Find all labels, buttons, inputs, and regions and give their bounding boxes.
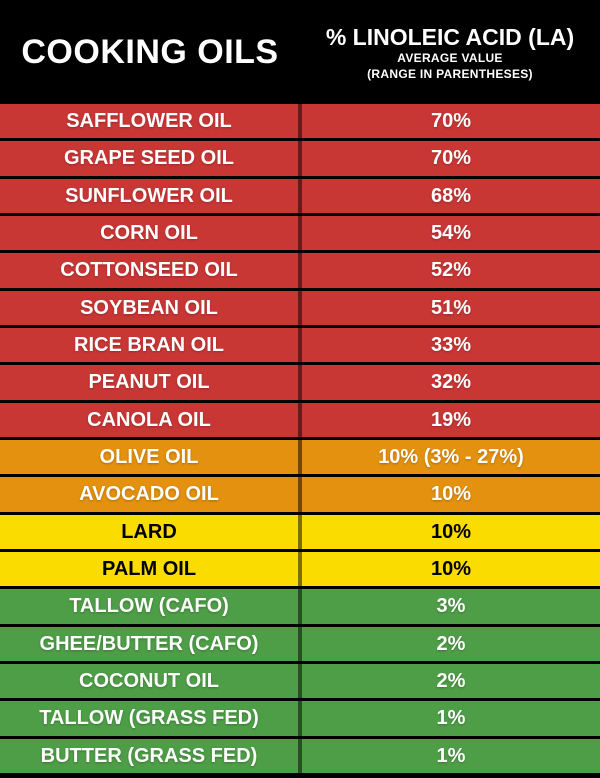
table-row: SOYBEAN OIL 51%: [0, 290, 600, 325]
oil-value-cell: 10% (3% - 27%): [298, 439, 600, 475]
oil-name-cell: SAFFLOWER OIL: [66, 110, 232, 133]
oil-name-cell: PEANUT OIL: [88, 371, 210, 394]
table-row: SUNFLOWER OIL 68%: [0, 178, 600, 213]
value-column-title: % LINOLEIC ACID (LA): [325, 23, 575, 50]
table-row: AVOCADO OIL 10%: [0, 477, 600, 512]
oil-value-cell: 10%: [298, 551, 600, 587]
oil-name-cell: SOYBEAN OIL: [80, 296, 218, 319]
table-row: PALM OIL 10%: [0, 551, 600, 587]
table-row: GRAPE SEED OIL 70%: [0, 141, 600, 176]
oil-value-cell: 32%: [298, 365, 600, 400]
oil-name-cell: CORN OIL: [100, 222, 198, 245]
oil-name-cell: CANOLA OIL: [87, 408, 211, 431]
oil-value-cell: 2%: [298, 626, 600, 661]
table-row: SAFFLOWER OIL 70%: [0, 104, 600, 139]
table-row: CANOLA OIL 19%: [0, 402, 600, 437]
oil-value-cell: 33%: [298, 327, 600, 363]
oil-value-cell: 70%: [298, 141, 600, 176]
oil-name-cell: OLIVE OIL: [99, 446, 199, 469]
table-body: SAFFLOWER OIL 70% GRAPE SEED OIL 70% SUNFLOW…: [0, 104, 600, 778]
oil-value-cell: 2%: [298, 663, 600, 699]
table-row: RICE BRAN OIL 33%: [0, 327, 600, 363]
page-title: COOKING OILS: [21, 32, 279, 71]
table-row: PEANUT OIL 32%: [0, 365, 600, 400]
oil-value-cell: 1%: [298, 701, 600, 736]
oil-value-cell: 51%: [298, 290, 600, 325]
table-row: TALLOW (GRASS FED) 1%: [0, 701, 600, 736]
oil-name-cell: PALM OIL: [101, 558, 197, 581]
oil-name-cell: GHEE/BUTTER (CAFO): [39, 632, 259, 655]
oil-name-cell: RICE BRAN OIL: [74, 334, 224, 357]
oil-value-cell: 54%: [298, 215, 600, 251]
header-right-column: % LINOLEIC ACID (LA) AVERAGE VALUE (RANG…: [300, 0, 600, 104]
oil-name-cell: COTTONSEED OIL: [60, 259, 238, 282]
oil-value-cell: 10%: [298, 514, 600, 549]
value-column-subtitle-average: AVERAGE VALUE: [397, 51, 503, 66]
table-row: OLIVE OIL 10% (3% - 27%): [0, 439, 600, 475]
value-column-subtitle-range: (RANGE IN PARENTHESES): [367, 67, 533, 82]
oil-name-cell: AVOCADO OIL: [79, 483, 219, 506]
table-row: BUTTER (GRASS FED) 1%: [0, 738, 600, 773]
oil-value-cell: 10%: [298, 477, 600, 512]
oil-value-cell: 70%: [298, 104, 600, 139]
table-header: COOKING OILS % LINOLEIC ACID (LA) AVERAG…: [0, 0, 600, 104]
oil-name-cell: SUNFLOWER OIL: [65, 184, 233, 207]
table-row: CORN OIL 54%: [0, 215, 600, 251]
table-row: GHEE/BUTTER (CAFO) 2%: [0, 626, 600, 661]
oil-name-cell: GRAPE SEED OIL: [63, 147, 235, 170]
oil-name-cell: BUTTER (GRASS FED): [40, 744, 258, 767]
oil-value-cell: 68%: [298, 178, 600, 213]
table-row: COTTONSEED OIL 52%: [0, 253, 600, 288]
table-row: TALLOW (CAFO) 3%: [0, 589, 600, 624]
oil-name-cell: COCONUT OIL: [79, 670, 219, 693]
oil-name-cell: LARD: [121, 520, 177, 543]
oil-value-cell: 1%: [298, 738, 600, 773]
oil-name-cell: TALLOW (GRASS FED): [39, 707, 259, 730]
oil-value-cell: 3%: [298, 589, 600, 624]
oil-name-cell: TALLOW (CAFO): [69, 595, 229, 618]
table-row: COCONUT OIL 2%: [0, 663, 600, 699]
oil-value-cell: 52%: [298, 253, 600, 288]
table-row: LARD 10%: [0, 514, 600, 549]
oil-value-cell: 19%: [298, 402, 600, 437]
header-left-column: COOKING OILS: [0, 0, 300, 104]
